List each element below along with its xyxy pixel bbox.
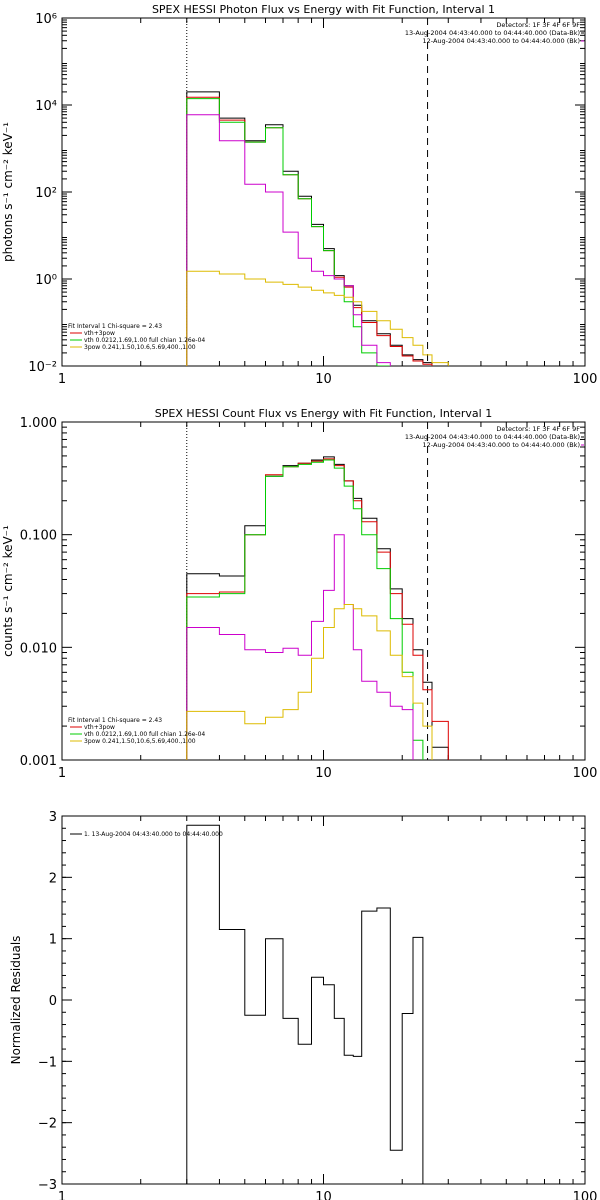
series-0-line — [186, 824, 424, 1184]
x-tick-label: 1 — [58, 1190, 66, 1200]
plot-frame — [61, 17, 586, 367]
y-tick-label: 10⁶ — [35, 12, 57, 27]
y-tick-label: 10⁰ — [35, 273, 57, 288]
x-tick-label: 100 — [573, 766, 598, 781]
legend-entry: vth 0.0212,1.69,1.00 full chian 1.26e-04 — [84, 337, 205, 344]
series-1-line — [186, 96, 449, 366]
chart-title: SPEX HESSI Photon Flux vs Energy with Fi… — [152, 3, 495, 16]
legend-entry: Fit Interval 1 Chi-square = 2.43 — [68, 323, 162, 330]
x-tick-label: 10 — [315, 766, 332, 781]
plot-area — [186, 824, 424, 1184]
header-line: 13-Aug-2004 04:43:40.000 to 04:44:40.000… — [405, 29, 580, 37]
x-tick-label: 10 — [315, 372, 332, 387]
y-tick-label: 1 — [49, 933, 57, 948]
y-tick-label: 3 — [49, 810, 57, 825]
y-axis-label: Normalized Residuals — [9, 936, 23, 1065]
y-tick-label: 0.010 — [20, 641, 57, 656]
legend-entry: 3pow 0.241,1.50,10.6,5.69,400.,1.00 — [84, 738, 196, 745]
y-tick-label: 10² — [35, 186, 57, 201]
series-2-line — [186, 459, 424, 760]
y-tick-label: −1 — [38, 1055, 57, 1070]
plot-frame — [61, 815, 586, 1185]
header-line: 12-Aug-2004 04:43:40.000 to 04:44:40.000… — [423, 441, 580, 449]
legend-entry: 3pow 0.241,1.50,10.6,5.69,400.,1.00 — [84, 344, 196, 351]
x-tick-label: 1 — [58, 372, 66, 387]
header-line: Detectors: 1F 3F 4F 6F 9F — [496, 21, 580, 29]
y-tick-label: 10⁴ — [35, 99, 57, 114]
residuals-chart: Normalized Residuals 1 10 100 −3 −2 −1 0 1 2 3 1. 1… — [9, 810, 597, 1200]
chart-title: SPEX HESSI Count Flux vs Energy with Fit… — [155, 407, 492, 420]
y-tick-label: 2 — [49, 871, 57, 886]
series-4-line — [186, 604, 433, 760]
x-tick-label: 10 — [315, 1190, 332, 1200]
y-tick-label: −3 — [38, 1178, 57, 1193]
legend-entry: 1. 13-Aug-2004 04:43:40.000 to 04:44:40.… — [84, 831, 223, 838]
legend-entry: vth+3pow — [84, 330, 115, 337]
series-1-line — [186, 458, 449, 760]
header-line: 13-Aug-2004 04:43:40.000 to 04:44:40.000… — [405, 433, 580, 441]
legend-entry: vth+3pow — [84, 724, 115, 731]
photon-flux-chart: SPEX HESSI Photon Flux vs Energy with Fi… — [1, 3, 597, 387]
series-4-line — [186, 270, 449, 366]
legend-entry: Fit Interval 1 Chi-square = 2.43 — [68, 717, 162, 724]
plot-area — [186, 422, 449, 760]
y-tick-label: 10⁻² — [28, 360, 57, 375]
series-0-line — [186, 456, 449, 760]
series-3-line — [186, 114, 403, 366]
y-tick-label: 0 — [49, 994, 57, 1009]
plot-area — [186, 18, 449, 366]
count-flux-chart: SPEX HESSI Count Flux vs Energy with Fit… — [1, 407, 597, 781]
x-tick-label: 1 — [58, 766, 66, 781]
y-tick-label: 0.100 — [20, 529, 57, 544]
legend-entry: vth 0.0212,1.69,1.00 full chian 1.26e-04 — [84, 731, 205, 738]
y-axis-label: counts s⁻¹ cm⁻² keV⁻¹ — [1, 525, 15, 657]
y-tick-label: 0.001 — [20, 754, 57, 769]
y-tick-label: 1.000 — [20, 416, 57, 431]
series-0-line — [186, 91, 449, 366]
header-line: Detectors: 1F 3F 4F 6F 9F — [496, 425, 580, 433]
y-tick-label: −2 — [38, 1117, 57, 1132]
x-tick-label: 100 — [573, 1190, 598, 1200]
y-axis-label: photons s⁻¹ cm⁻² keV⁻¹ — [1, 122, 15, 262]
header-line: 12-Aug-2004 04:43:40.000 to 04:44:40.000… — [423, 37, 580, 45]
x-tick-label: 100 — [573, 372, 598, 387]
series-3-line — [186, 534, 414, 760]
